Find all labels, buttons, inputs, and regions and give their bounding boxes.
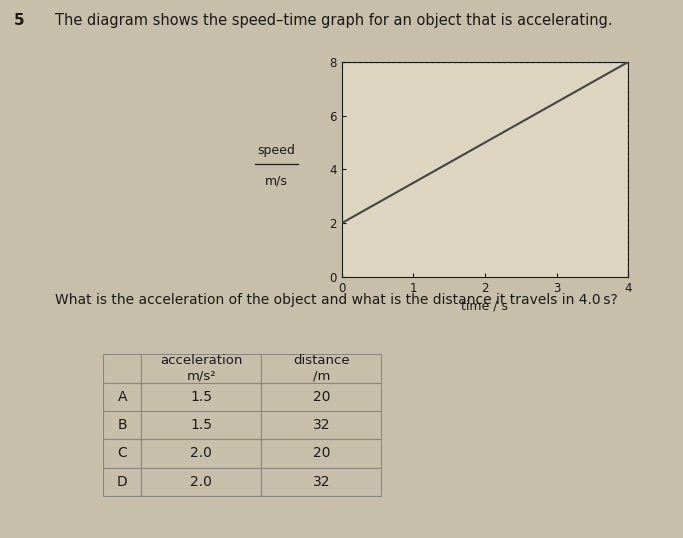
Text: m/s: m/s	[265, 175, 288, 188]
Text: What is the acceleration of the object and what is the distance it travels in 4.: What is the acceleration of the object a…	[55, 293, 617, 307]
Text: speed: speed	[257, 144, 296, 157]
Text: The diagram shows the speed–time graph for an object that is accelerating.: The diagram shows the speed–time graph f…	[55, 13, 612, 29]
Text: 5: 5	[14, 13, 25, 29]
X-axis label: time / s: time / s	[462, 299, 508, 312]
